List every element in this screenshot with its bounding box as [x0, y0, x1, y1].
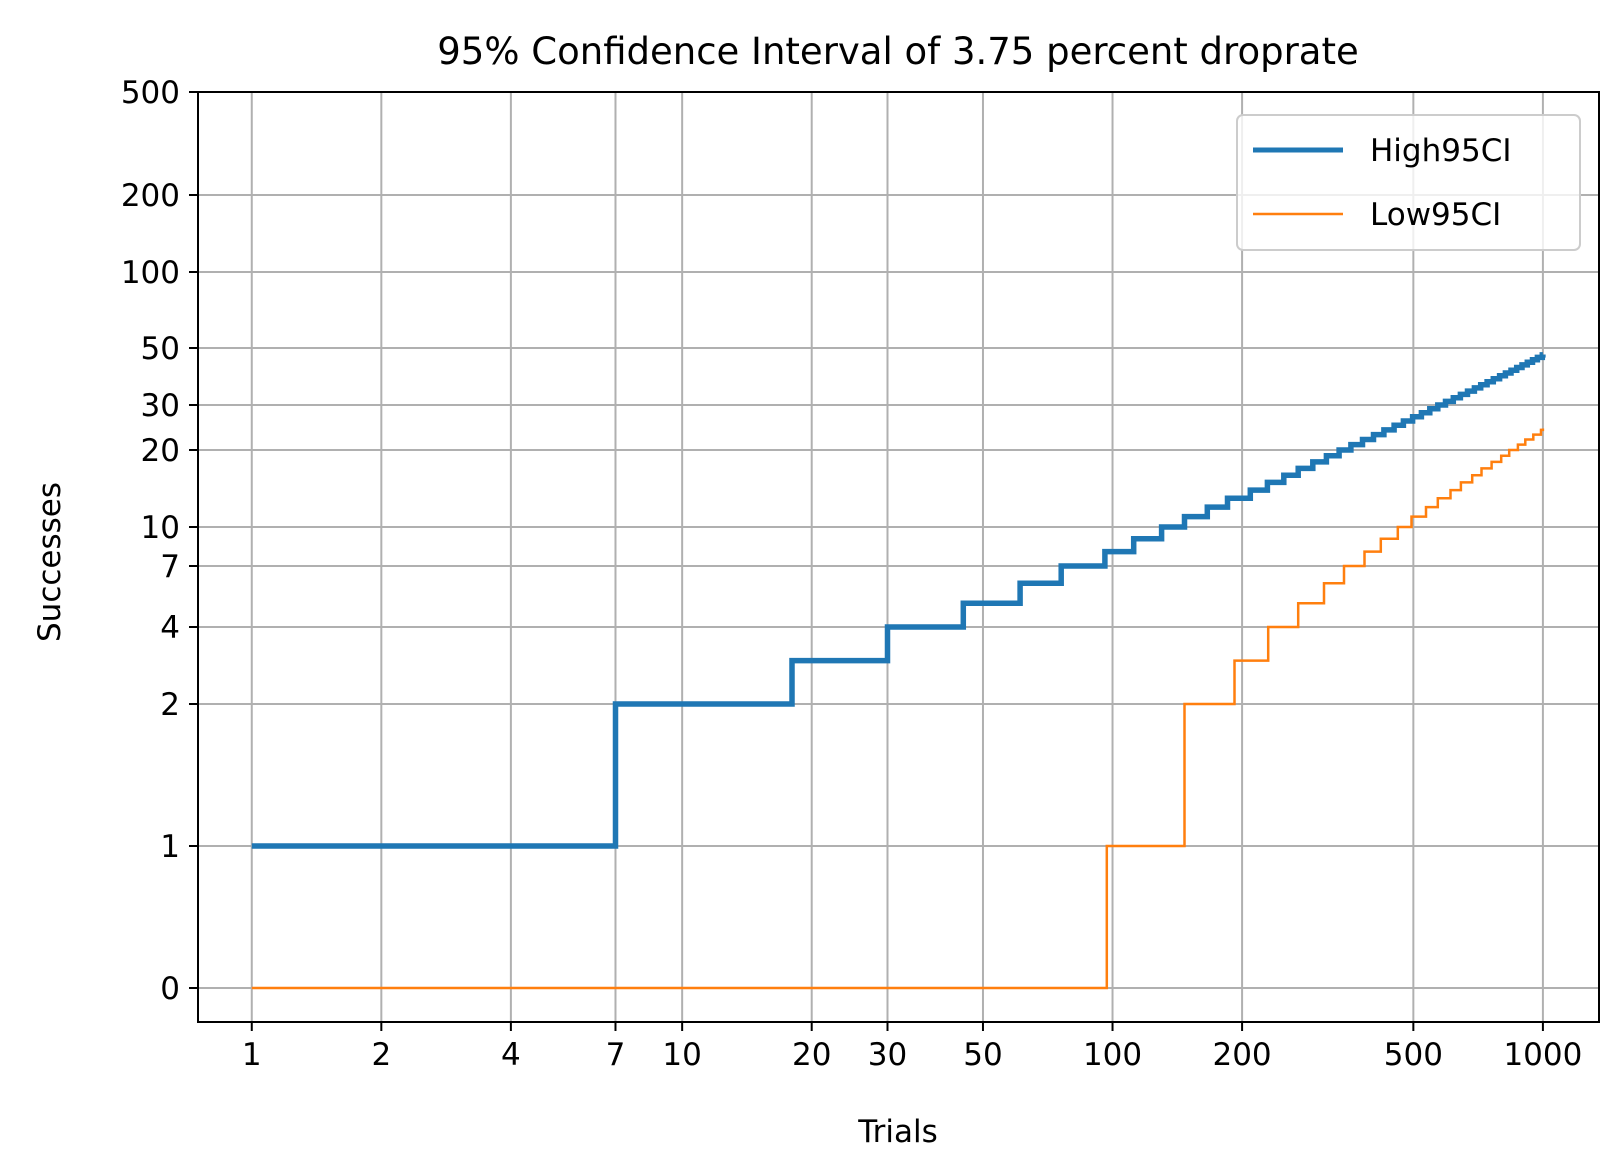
x-tick-label: 100 — [1083, 1037, 1142, 1073]
x-tick-label: 200 — [1212, 1037, 1271, 1073]
series-line-high95ci — [251, 352, 1546, 849]
legend-label-high95ci: High95CI — [1370, 133, 1511, 169]
y-tick-label: 100 — [121, 255, 180, 291]
y-tick-label: 200 — [121, 178, 180, 214]
series-line-low95ci — [251, 428, 1545, 990]
x-tick-label: 20 — [792, 1037, 831, 1073]
y-tick-label: 1 — [160, 829, 180, 865]
chart-title: 95% Confidence Interval of 3.75 percent … — [437, 30, 1358, 73]
y-tick-label: 500 — [121, 75, 180, 111]
x-tick-label: 50 — [963, 1037, 1002, 1073]
y-axis: 0 1 2 4 710 20 30 50 100 200 500 — [121, 75, 198, 1007]
y-tick-label: 10 — [141, 510, 180, 546]
x-tick-label: 1000 — [1503, 1037, 1582, 1073]
y-tick-label: 0 — [160, 971, 180, 1007]
x-tick-label: 2 — [371, 1037, 391, 1073]
x-tick-label: 500 — [1384, 1037, 1443, 1073]
y-tick-label: 2 — [160, 687, 180, 723]
y-tick-label: 50 — [141, 331, 180, 367]
x-tick-label: 1 — [242, 1037, 262, 1073]
x-tick-label: 4 — [501, 1037, 521, 1073]
y-tick-label: 30 — [141, 388, 180, 424]
legend-label-low95ci: Low95CI — [1370, 197, 1501, 233]
plot-frame — [197, 91, 1600, 1023]
x-axis-title: Trials — [857, 1114, 938, 1150]
plot-lines — [251, 352, 1546, 990]
y-tick-label: 20 — [141, 433, 180, 469]
x-tick-label: 10 — [662, 1037, 701, 1073]
grid — [198, 91, 1599, 1022]
x-tick-label: 7 — [606, 1037, 626, 1073]
x-axis: 1 2 4 7 10 20 30 50 100 200 500 1000 — [242, 1022, 1582, 1073]
x-tick-label: 30 — [868, 1037, 907, 1073]
y-axis-title: Successes — [32, 482, 68, 642]
y-tick-label: 7 — [160, 549, 180, 585]
legend: High95CI Low95CI — [1236, 114, 1581, 251]
y-tick-label: 4 — [160, 610, 180, 646]
